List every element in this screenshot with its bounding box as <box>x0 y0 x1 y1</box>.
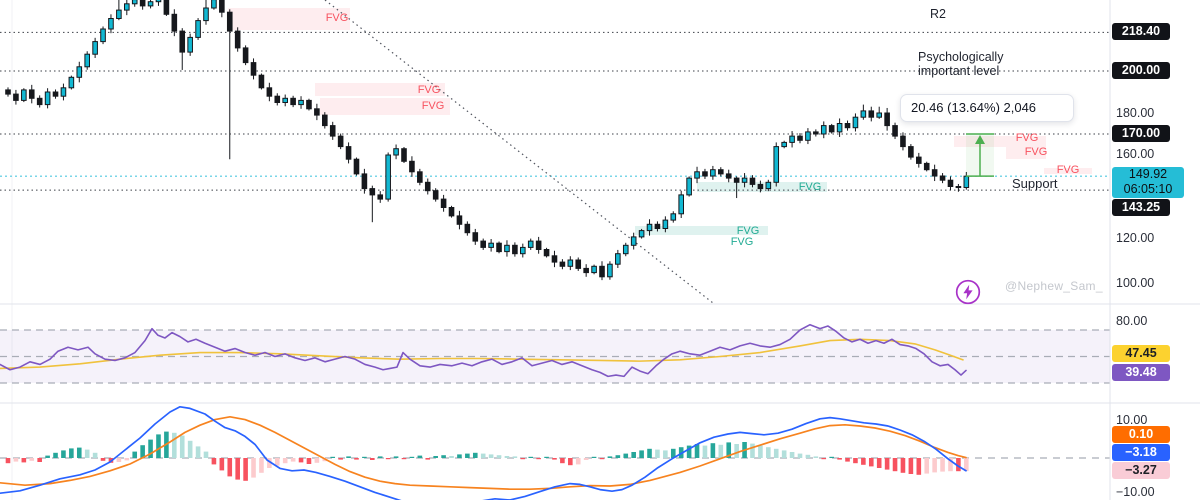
fvg-label: FVG <box>422 100 445 112</box>
watermark: @Nephew_Sam_ <box>1005 279 1103 293</box>
lightning-icon[interactable] <box>955 279 981 305</box>
fvg-zone <box>315 83 445 96</box>
axis-tick-macd-neg10: −10.00 <box>1116 485 1155 499</box>
axis-macd-hist-value: −3.27 <box>1112 462 1170 479</box>
fvg-zone <box>228 8 350 30</box>
axis-level-200: 200.00 <box>1112 62 1170 79</box>
axis-tick-120: 120.00 <box>1116 231 1155 245</box>
fvg-label: FVG <box>1016 132 1039 144</box>
axis-macd-value: −3.18 <box>1112 444 1170 461</box>
fvg-zone <box>1044 168 1092 174</box>
current-price-value: 149.92 <box>1128 167 1168 181</box>
axis-tick-180: 180.00 <box>1116 106 1155 120</box>
fvg-label: FVG <box>799 181 822 193</box>
axis-level-143: 143.25 <box>1112 199 1170 216</box>
current-price-countdown: 06:05:10 <box>1123 182 1173 196</box>
axis-level-218: 218.40 <box>1112 23 1170 40</box>
trendline[interactable] <box>324 0 714 304</box>
fvg-label: FVG <box>1057 164 1080 176</box>
fvg-label: FVG <box>737 225 760 237</box>
fvg-zone <box>954 136 1046 147</box>
psych-level-line2: important level <box>918 63 1000 78</box>
fvg-label: FVG <box>326 12 349 24</box>
axis-macd-signal-value: 0.10 <box>1112 426 1170 443</box>
fvg-zone <box>1006 147 1046 159</box>
support-label: Support <box>1012 176 1058 191</box>
psych-level-line1: Psychologically <box>918 50 1004 64</box>
macd-pane[interactable] <box>0 405 1110 500</box>
axis-tick-160: 160.00 <box>1116 147 1155 161</box>
rsi-pane[interactable] <box>0 323 1110 384</box>
axis-rsi-value: 39.48 <box>1112 364 1170 381</box>
axis-level-170: 170.00 <box>1112 125 1170 142</box>
measure-tool[interactable] <box>966 133 994 177</box>
axis-rsi-ma-value: 47.45 <box>1112 345 1170 362</box>
psych-level-label: Psychologically important level <box>918 50 1004 78</box>
axis-current-price: 149.92 06:05:10 <box>1112 167 1184 198</box>
candles-layer <box>5 0 970 281</box>
axis-tick-macd-10: 10.00 <box>1116 413 1148 427</box>
fvg-label: FVG <box>731 236 754 248</box>
fvg-zone <box>635 226 768 235</box>
axis-tick-100: 100.00 <box>1116 276 1155 290</box>
fvg-label: FVG <box>1025 146 1048 158</box>
fvg-label: FVG <box>418 84 441 96</box>
axis-tick-rsi-80: 80.00 <box>1116 314 1148 328</box>
r2-label: R2 <box>930 7 946 21</box>
measure-tooltip: 20.46 (13.64%) 2,046 <box>900 94 1074 122</box>
fvg-zone <box>320 98 450 115</box>
